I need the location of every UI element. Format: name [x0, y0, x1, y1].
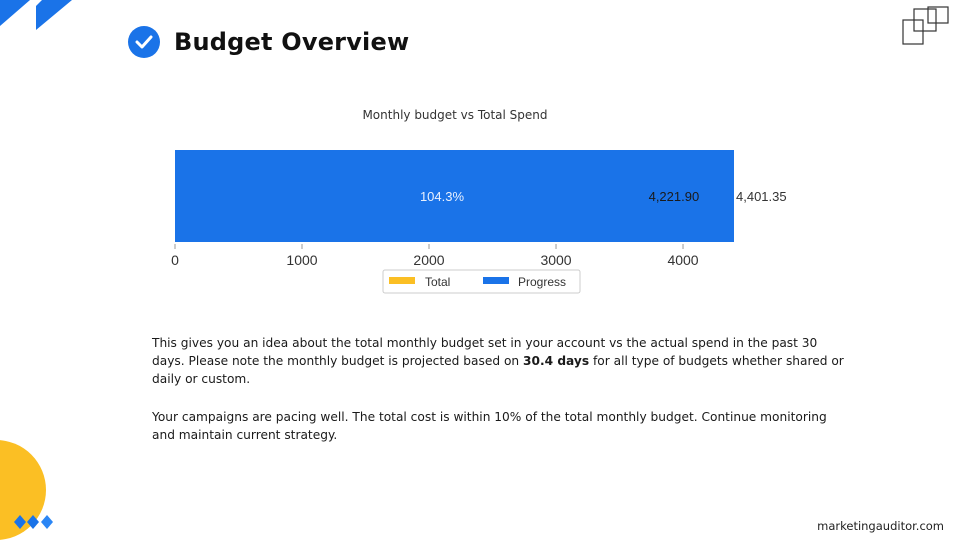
description-text: This gives you an idea about the total m… [152, 336, 818, 368]
page-title: Budget Overview [174, 28, 410, 56]
x-tick-label: 2000 [413, 252, 444, 268]
legend-label-total: Total [425, 275, 450, 289]
x-tick-label: 4000 [667, 252, 698, 268]
description-paragraph-1: This gives you an idea about the total m… [152, 334, 852, 388]
legend-label-progress: Progress [518, 275, 566, 289]
page-header: Budget Overview [128, 26, 409, 58]
chart-title: Monthly budget vs Total Spend [362, 108, 548, 122]
progress-value-label: 4,401.35 [736, 189, 787, 204]
budget-days-highlight: 30.4 days [523, 354, 590, 368]
x-tick-label: 1000 [286, 252, 317, 268]
legend-swatch-progress [483, 277, 509, 284]
footer-site: marketingauditor.com [817, 519, 944, 533]
bar-progress [175, 150, 734, 242]
percent-label: 104.3% [420, 189, 465, 204]
checkmark-icon [128, 26, 160, 58]
x-tick-label: 3000 [540, 252, 571, 268]
description-text: for all type of budgets whether shared o… [152, 354, 844, 386]
diamond-dots-decoration [14, 515, 53, 529]
x-tick-label: 0 [171, 252, 179, 268]
description-paragraph-2: Your campaigns are pacing well. The tota… [152, 410, 827, 442]
yellow-circle-decoration [0, 440, 46, 540]
budget-bar-chart: 104.3% 4,221.90 4,401.35 0 1000 2000 3000 4000 T… [171, 150, 787, 294]
corner-decoration [0, 0, 72, 30]
legend-box [382, 269, 581, 294]
legend-swatch-total [389, 277, 415, 284]
squares-decoration [902, 6, 949, 45]
total-value-label: 4,221.90 [649, 189, 700, 204]
